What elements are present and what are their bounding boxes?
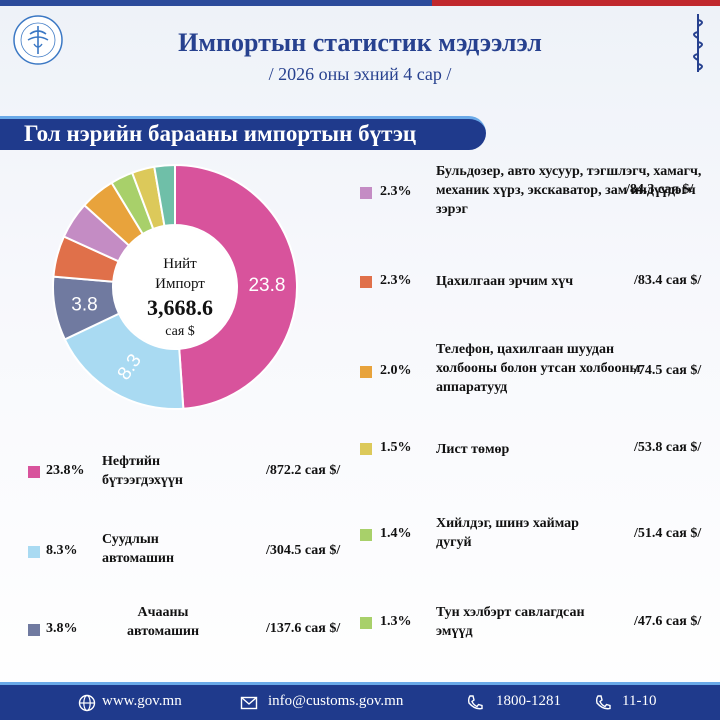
legend-swatch [28,546,40,558]
legend-name: Телефон, цахилгаан шуудан холбооны болон… [436,342,641,395]
phone-icon [467,695,483,710]
page-title: Импортын статистик мэдээлэл [178,28,542,57]
section-title: Гол нэрийн барааны импортын бүтэц [24,121,417,146]
legend-percent: 2.0% [380,363,412,378]
footer-hotline[interactable]: 11-10 [622,693,657,709]
customs-logo-icon [13,15,63,65]
legend-value: /137.6 сая $/ [266,621,341,636]
legend-name: Лист төмөр [436,442,510,457]
legend-swatch [360,529,372,541]
legend-percent: 1.4% [380,526,412,541]
center-line-1: Нийт [163,256,197,272]
legend-swatch [360,617,372,629]
legend-percent: 8.3% [46,543,78,558]
legend-name: Хийлдэг, шинэ хаймар дугуй [436,516,579,550]
footer-website[interactable]: www.gov.mn [102,693,182,709]
legend-swatch [28,466,40,478]
legend-value: /304.5 сая $/ [266,543,341,558]
legend-swatch [360,187,372,199]
legend-percent: 23.8% [46,463,85,478]
center-line-2: Импорт [155,276,205,292]
legend-value: /83.4 сая $/ [634,273,702,288]
center-total: 3,668.6 [147,295,213,320]
legend-value: /53.8 сая $/ [634,440,702,455]
legend-value: /872.2 сая $/ [266,463,341,478]
legend-percent: 1.5% [380,440,412,455]
globe-icon [78,694,96,712]
mail-icon [240,696,258,710]
donut-hole [114,226,236,348]
legend-name: Цахилгаан эрчим хүч [436,274,574,289]
legend-name: Суудлын автомашин [102,532,175,566]
center-unit: сая $ [165,324,195,339]
top-stripe [0,0,720,6]
donut-slice-label: 23.8 [248,275,285,296]
legend-percent: 3.8% [46,621,78,636]
legend-value: /51.4 сая $/ [634,526,702,541]
phone-icon [595,695,611,710]
legend-swatch [360,276,372,288]
footer-phone[interactable]: 1800-1281 [496,693,561,709]
section-header: Гол нэрийн барааны импортын бүтэц [0,116,486,150]
footer-bar: www.gov.mn info@customs.gov.mn 1800-1281… [0,682,720,720]
donut-center: Нийт Импорт 3,668.6 сая $ [120,254,240,342]
legend-name: Нефтийн бүтээгдэхүүн [102,454,183,488]
mongol-script-icon [693,14,703,72]
footer-email[interactable]: info@customs.gov.mn [268,693,404,709]
donut-slice [174,163,298,410]
legend-percent: 2.3% [380,184,412,199]
donut-slice [153,163,176,228]
legend-name: Ачааны автомашин [126,605,200,639]
legend-name: Бульдозер, авто хусуур, тэгшлэгч, хамагч… [436,164,702,217]
legend-percent: 2.3% [380,273,412,288]
donut-chart: 23.88.33.8 [52,163,298,410]
legend-name: Тун хэлбэрт савлагдсан эмүүд [436,605,585,639]
legend-value: /74.5 сая $/ [634,363,702,378]
legend-percent: 1.3% [380,614,412,629]
legend-value: /84.3 сая $/ [626,182,694,197]
legend-swatch [28,624,40,636]
page-subtitle: / 2026 оны эхний 4 сар / [268,64,452,84]
legend-swatch [360,366,372,378]
donut-slice-label: 3.8 [71,294,97,315]
legend-value: /47.6 сая $/ [634,614,702,629]
legend-swatch [360,443,372,455]
